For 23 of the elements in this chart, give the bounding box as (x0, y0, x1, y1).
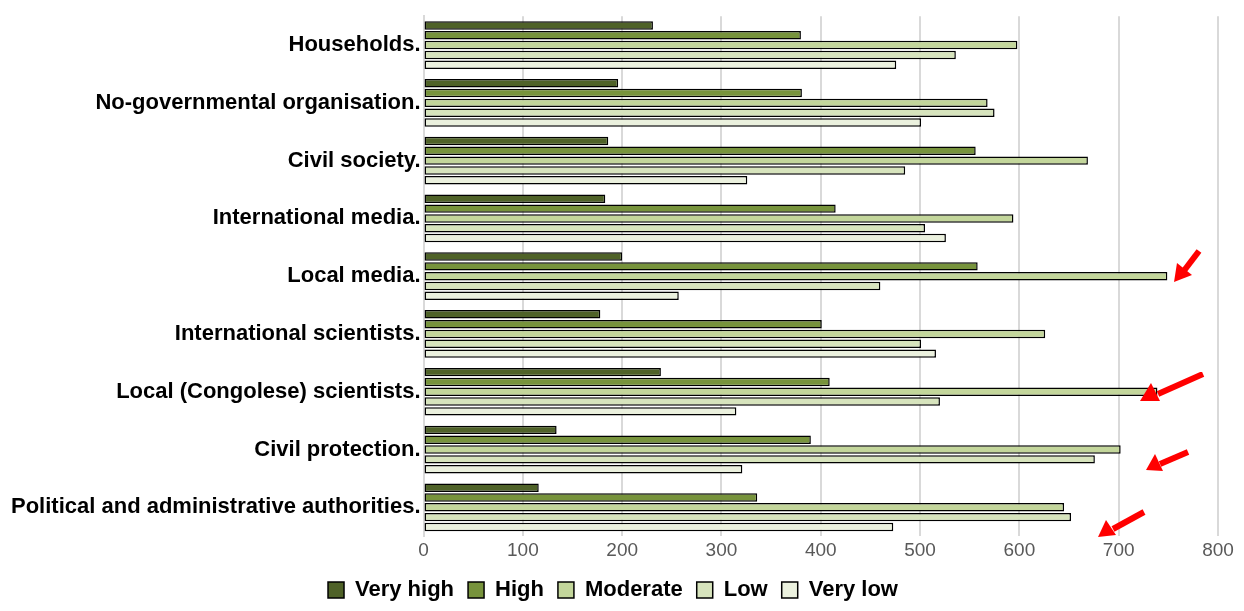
y-tick-label: Civil protection. (254, 435, 421, 461)
x-tick-label: 500 (904, 538, 936, 560)
legend-label: Moderate (584, 576, 683, 602)
y-tick-label: International scientists. (174, 320, 421, 346)
legend-label: Very high (355, 576, 455, 602)
x-tick-label: 400 (804, 538, 837, 560)
legend-label: High (495, 576, 544, 602)
x-tick-label: 600 (1003, 538, 1036, 560)
legend-label: Low (723, 576, 769, 602)
x-tick-label: 0 (418, 538, 429, 560)
y-tick-label: Civil society. (287, 146, 421, 172)
y-tick-label: International media. (212, 204, 421, 230)
x-tick-label: 700 (1102, 538, 1135, 560)
x-tick-label: 800 (1202, 538, 1234, 560)
y-tick-label: Political and administrative authorities. (11, 493, 421, 519)
y-tick-label: Local (Congolese) scientists. (116, 377, 421, 403)
y-tick-label: Households. (288, 31, 421, 57)
x-tick-label: 200 (606, 538, 639, 560)
y-tick-label: No-governmental organisation. (95, 88, 421, 114)
x-tick-label: 300 (705, 538, 738, 560)
y-tick-label: Local media. (287, 262, 421, 288)
legend-label: Very low (808, 576, 899, 602)
x-tick-label: 100 (507, 538, 539, 560)
